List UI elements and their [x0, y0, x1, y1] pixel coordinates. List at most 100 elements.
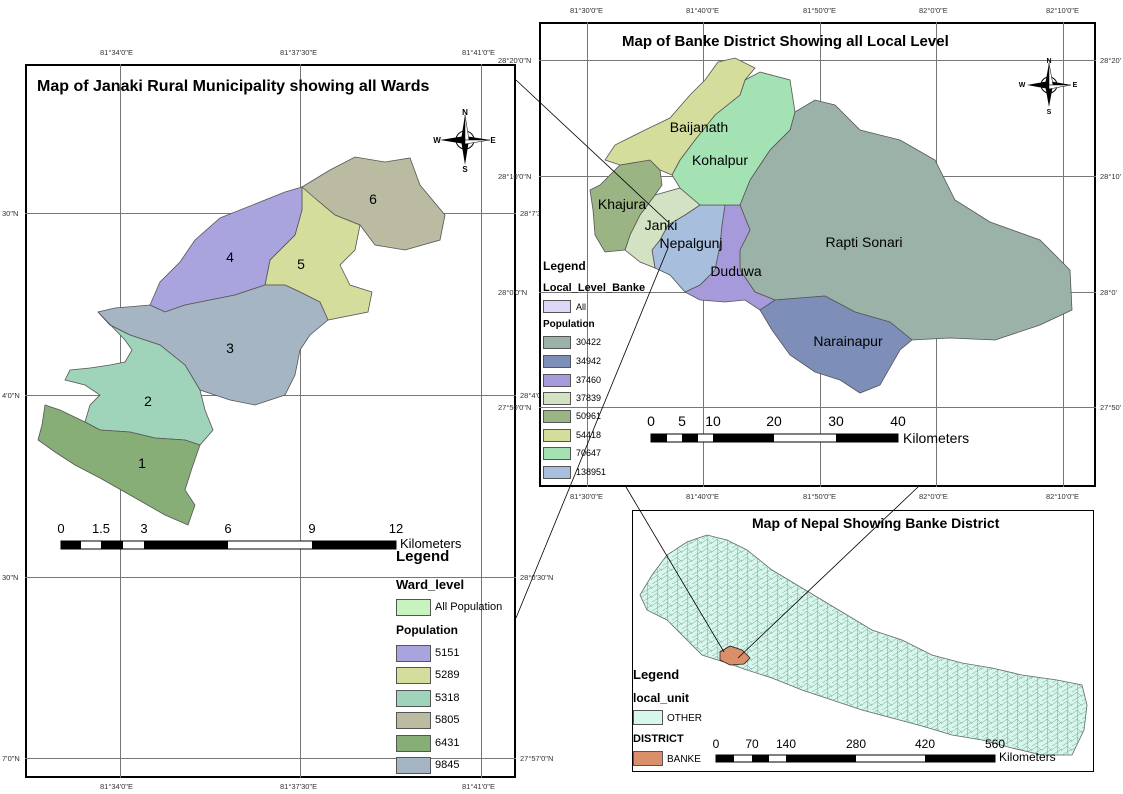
ward-label: 6 [369, 191, 377, 207]
banke-bottom-coord: 82°10'0"E [1046, 492, 1079, 501]
ward-label: 5 [297, 256, 305, 272]
ward-label: 4 [226, 249, 234, 265]
janaki-wards-map: 1 2 3 4 5 6 [37, 156, 446, 526]
banke-legend-swatch [543, 355, 571, 368]
banke-legend-label: 37839 [576, 393, 602, 403]
scale-tick-label: 3 [140, 521, 147, 536]
south-label: S [462, 165, 468, 173]
banke-legend-label: 30422 [576, 337, 602, 347]
banke-legend-label: 34942 [576, 356, 602, 366]
banke-left-coord: 28°10'0"N [498, 172, 532, 181]
ward-label: 1 [138, 455, 146, 471]
banke-top-coord: 82°0'0"E [919, 6, 948, 15]
scale-unit-label: Kilometers [400, 536, 462, 551]
banke-top-coord: 81°40'0"E [686, 6, 719, 15]
janaki-bottom-coord: 81°41'0"E [462, 782, 495, 791]
region-label: Nepalgunj [659, 235, 722, 251]
janaki-left-coord: 7'0"N [2, 754, 20, 763]
janaki-top-coord: 81°34'0"E [100, 48, 133, 57]
scale-tick-label: 5 [678, 413, 686, 429]
banke-grid-h [539, 60, 1096, 61]
nepal-legend-layer: local_unit [633, 691, 690, 705]
janaki-grid-h3 [25, 577, 516, 578]
banke-right-coord: 28°10' [1100, 172, 1122, 181]
north-label: N [1046, 58, 1051, 65]
banke-regions-map: Baijanath Kohalpur Khajura Janki Nepalgu… [589, 57, 1073, 394]
banke-legend-label: 138951 [576, 467, 607, 477]
janaki-top-coord: 81°37'30"E [280, 48, 318, 57]
banke-right-coord: 27°50' [1100, 403, 1122, 412]
scale-tick-label: 10 [705, 413, 721, 429]
scale-tick-label: 420 [915, 737, 935, 751]
scale-unit-label: Kilometers [903, 430, 969, 446]
ward-label: 2 [144, 393, 152, 409]
janaki-scale-bar: 0 1.5 3 6 9 12 Kilometers [57, 521, 462, 551]
janaki-legend-swatch [396, 645, 431, 662]
banke-scale-bar: 0 5 10 20 30 40 Kilometers [647, 413, 969, 446]
banke-bottom-coord: 81°50'0"E [803, 492, 836, 501]
nepal-scale-bar: 0 70 140 280 420 560 Kilometers [713, 737, 1056, 764]
scale-tick-label: 0 [713, 737, 720, 751]
janaki-right-coord: 27°57'0"N [520, 754, 554, 763]
banke-top-coord: 81°30'0"E [570, 6, 603, 15]
janaki-bottom-coord: 81°37'30"E [280, 782, 318, 791]
banke-legend-label: 54418 [576, 430, 602, 440]
banke-legend-swatch [543, 466, 571, 479]
east-label: E [1073, 82, 1078, 89]
banke-legend-all-label: All [576, 302, 587, 312]
janaki-legend-all-swatch [396, 599, 431, 616]
region-narainapur-polygon [759, 295, 913, 394]
nepal-legend-banke-swatch [633, 751, 663, 766]
janaki-right-coord: 28°0'30"N [520, 573, 554, 582]
janaki-legend-swatch [396, 712, 431, 729]
scale-tick-label: 30 [828, 413, 844, 429]
west-label: W [433, 136, 441, 145]
janaki-legend-title: Legend [396, 548, 450, 565]
banke-right-coord: 28°0' [1100, 288, 1117, 297]
janaki-left-coord: 30"N [2, 209, 19, 218]
janaki-top-coord: 81°41'0"E [462, 48, 495, 57]
janaki-legend-label: 5289 [435, 669, 460, 681]
janaki-north-arrow-icon: N S E W [433, 108, 496, 173]
banke-legend-swatch [543, 429, 571, 442]
scale-tick-label: 9 [308, 521, 315, 536]
banke-grid-v [1063, 22, 1064, 487]
scale-tick-label: 6 [224, 521, 231, 536]
nepal-legend-other-label: OTHER [667, 713, 702, 724]
scale-unit-label: Kilometers [999, 750, 1056, 764]
east-label: E [490, 136, 496, 145]
janaki-bottom-coord: 81°34'0"E [100, 782, 133, 791]
janaki-legend-label: 6431 [435, 737, 460, 749]
janaki-legend-label: 9845 [435, 759, 460, 771]
banke-legend-swatch [543, 336, 571, 349]
nepal-outline-map [639, 534, 1088, 756]
scale-tick-label: 280 [846, 737, 866, 751]
janaki-legend-pop-title: Population [396, 623, 458, 637]
scale-tick-label: 40 [890, 413, 906, 429]
scale-tick-label: 0 [57, 521, 64, 536]
janaki-left-coord: 4'0"N [2, 391, 20, 400]
banke-north-arrow-icon: N S E W [1019, 58, 1078, 115]
banke-legend-label: 37460 [576, 375, 602, 385]
banke-legend-title: Legend [543, 259, 586, 273]
janaki-legend-label: 5151 [435, 647, 460, 659]
janaki-legend-label: 5805 [435, 714, 460, 726]
nepal-mesh-overlay [640, 535, 1087, 755]
janaki-legend-swatch [396, 667, 431, 684]
ward-label: 3 [226, 340, 234, 356]
banke-left-coord: 28°20'0"N [498, 56, 532, 65]
banke-left-coord: 27°50'0"N [498, 403, 532, 412]
janaki-grid-v2 [300, 64, 301, 778]
banke-grid-h [539, 407, 1096, 408]
west-label: W [1019, 82, 1026, 89]
nepal-legend-banke-label: BANKE [667, 754, 701, 765]
janaki-map-title: Map of Janaki Rural Municipality showing… [37, 78, 430, 95]
banke-legend-all-swatch [543, 300, 571, 313]
banke-legend-pop-title: Population [543, 319, 595, 330]
scale-tick-label: 70 [745, 737, 759, 751]
janaki-grid-h4 [25, 758, 516, 759]
scale-tick-label: 0 [647, 413, 655, 429]
region-label: Kohalpur [692, 152, 748, 168]
banke-top-coord: 81°50'0"E [803, 6, 836, 15]
banke-legend-swatch [543, 410, 571, 423]
